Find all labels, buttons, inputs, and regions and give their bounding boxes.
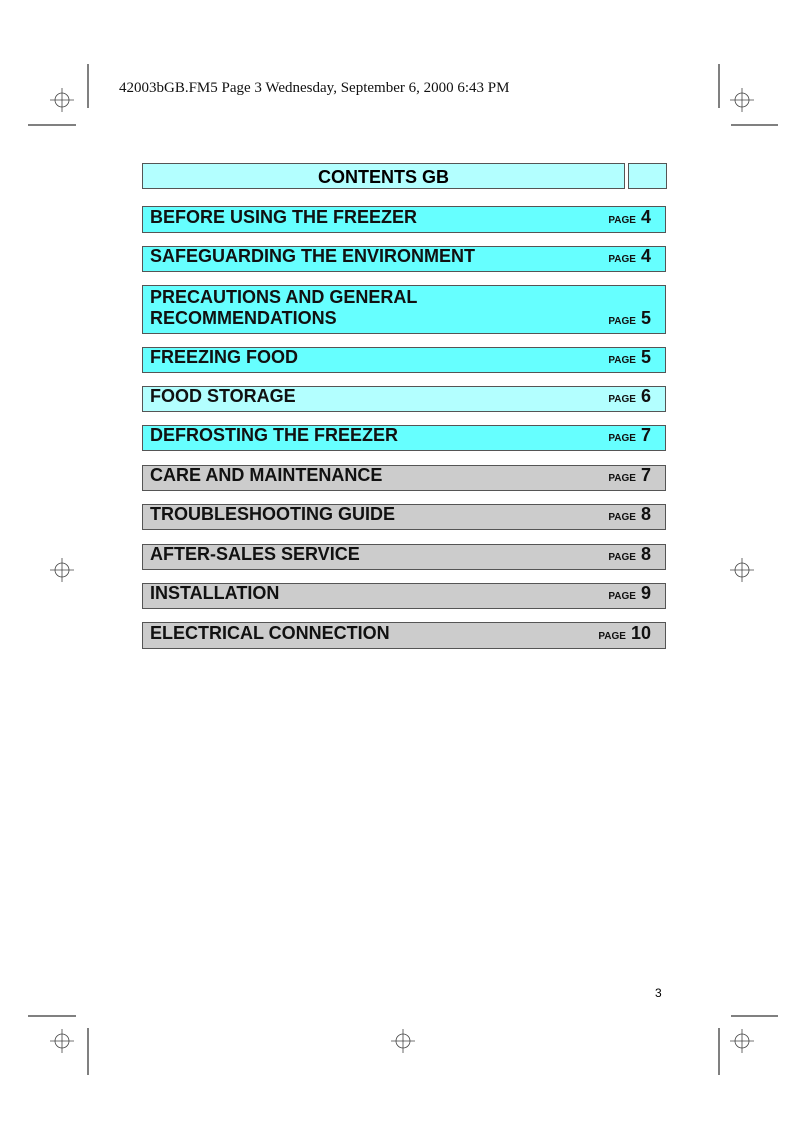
toc-entry-label: TROUBLESHOOTING GUIDE <box>150 504 396 524</box>
page-label: PAGE <box>608 512 636 523</box>
toc-entry-label: CARE AND MAINTENANCE <box>150 465 383 485</box>
toc-entry[interactable]: DEFROSTING THE FREEZER PAGE 7 <box>142 425 666 451</box>
page-ref: 8 <box>640 544 651 564</box>
page-label: PAGE <box>598 631 626 642</box>
toc-entry-label: PRECAUTIONS AND GENERAL RECOMMENDATIONS <box>150 287 418 328</box>
toc-entry-label: BEFORE USING THE FREEZER <box>150 207 418 227</box>
toc-entry-page: PAGE 5 <box>608 308 651 329</box>
toc-entry[interactable]: INSTALLATION PAGE 9 <box>142 583 666 609</box>
page-ref: 8 <box>640 504 651 524</box>
page-ref: 7 <box>640 425 651 445</box>
page-ref: 9 <box>640 583 651 603</box>
page-ref: 10 <box>630 623 651 643</box>
page-ref: 7 <box>640 465 651 485</box>
page-label: PAGE <box>608 473 636 484</box>
title-side-box <box>628 163 667 189</box>
toc-entry-label: AFTER-SALES SERVICE <box>150 544 360 564</box>
toc-entry[interactable]: FREEZING FOOD PAGE 5 <box>142 347 666 373</box>
toc-entry[interactable]: SAFEGUARDING THE ENVIRONMENT PAGE 4 <box>142 246 666 272</box>
page-number: 3 <box>655 986 662 1000</box>
page-label: PAGE <box>608 433 636 444</box>
toc-entry-label: FREEZING FOOD <box>150 347 298 367</box>
print-header: 42003bGB.FM5 Page 3 Wednesday, September… <box>119 80 510 96</box>
toc-entry-page: PAGE 10 <box>598 623 651 644</box>
toc-entry-label: ELECTRICAL CONNECTION <box>150 623 390 643</box>
toc-entry-page: PAGE 7 <box>608 425 651 446</box>
page-label: PAGE <box>608 215 636 226</box>
page-ref: 4 <box>640 207 651 227</box>
toc-entry-page: PAGE 6 <box>608 386 651 407</box>
toc-entry-page: PAGE 9 <box>608 583 651 604</box>
toc-entry-page: PAGE 7 <box>608 465 651 486</box>
contents-title: CONTENTS GB <box>142 163 625 189</box>
toc-entry[interactable]: FOOD STORAGE PAGE 6 <box>142 386 666 412</box>
toc-entry-label: SAFEGUARDING THE ENVIRONMENT <box>150 246 476 266</box>
page-label: PAGE <box>608 591 636 602</box>
toc-entry[interactable]: BEFORE USING THE FREEZER PAGE 4 <box>142 206 666 233</box>
page-ref: 6 <box>640 386 651 406</box>
toc-entry[interactable]: CARE AND MAINTENANCE PAGE 7 <box>142 465 666 491</box>
toc-entry[interactable]: TROUBLESHOOTING GUIDE PAGE 8 <box>142 504 666 530</box>
page-ref: 5 <box>640 347 651 367</box>
toc-entry-page: PAGE 8 <box>608 504 651 525</box>
toc-entry[interactable]: ELECTRICAL CONNECTION PAGE 10 <box>142 622 666 649</box>
page-label: PAGE <box>608 394 636 405</box>
toc-entry[interactable]: PRECAUTIONS AND GENERAL RECOMMENDATIONS P… <box>142 285 666 334</box>
toc-entry-label: FOOD STORAGE <box>150 386 296 406</box>
page-label: PAGE <box>608 316 636 327</box>
toc-entry-page: PAGE 4 <box>608 207 651 228</box>
page-label: PAGE <box>608 552 636 563</box>
page-ref: 5 <box>640 308 651 328</box>
page-label: PAGE <box>608 355 636 366</box>
toc-entry-page: PAGE 4 <box>608 246 651 267</box>
toc-entry-label: DEFROSTING THE FREEZER <box>150 425 399 445</box>
toc-entry-page: PAGE 5 <box>608 347 651 368</box>
page-label: PAGE <box>608 254 636 265</box>
page-ref: 4 <box>640 246 651 266</box>
toc-entry-page: PAGE 8 <box>608 544 651 565</box>
toc-entry-label: INSTALLATION <box>150 583 280 603</box>
toc-entry[interactable]: AFTER-SALES SERVICE PAGE 8 <box>142 544 666 570</box>
